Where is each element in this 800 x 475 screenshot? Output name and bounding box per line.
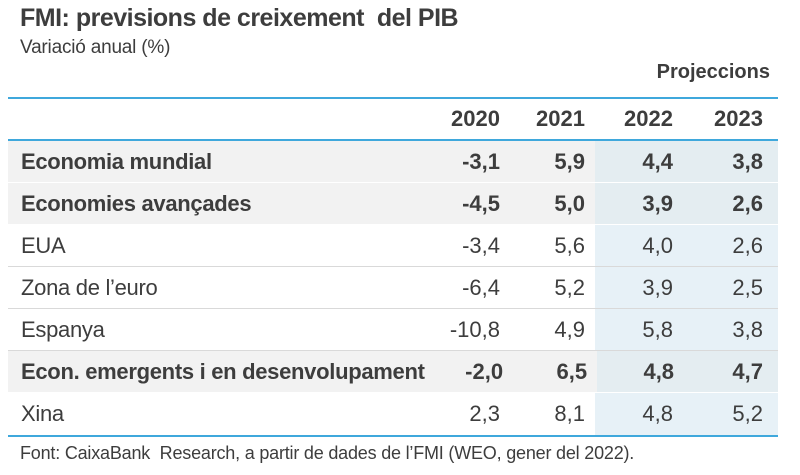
row-label: Xina <box>21 401 64 426</box>
value-2021: 5,9 <box>554 148 585 174</box>
table-row: EUA -3,4 5,6 4,0 2,6 <box>8 225 778 267</box>
table-row: Zona de l’euro -6,4 5,2 3,9 2,5 <box>8 267 778 309</box>
value-2022: 4,8 <box>595 393 685 435</box>
value-2021: 6,5 <box>556 358 588 384</box>
source-note: Font: CaixaBank Research, a partir de da… <box>20 443 635 463</box>
value-2022: 3,9 <box>595 183 685 224</box>
value-2022: 4,8 <box>597 351 687 392</box>
header-spacer <box>8 99 415 139</box>
projections-label: Projeccions <box>656 61 770 83</box>
value-2023: 4,7 <box>686 351 778 392</box>
table-row: Econ. emergents i en desenvolupament -2,… <box>8 351 778 393</box>
value-2022: 3,9 <box>595 267 685 308</box>
row-label: Econ. emergents i en desenvolupament <box>21 358 425 384</box>
value-2020: -6,4 <box>462 274 500 300</box>
value-2023: 2,6 <box>685 183 778 224</box>
value-2020: -10,8 <box>449 316 500 342</box>
value-2020: -3,4 <box>462 232 500 258</box>
figure-title: FMI: previsions de creixement del PIB <box>20 4 459 32</box>
value-2022: 4,0 <box>595 225 685 266</box>
value-2023: 2,5 <box>685 267 778 308</box>
value-2021: 4,9 <box>554 316 585 342</box>
forecast-table: 2020 2021 2022 2023 Economia mundial -3,… <box>8 97 778 437</box>
table-row: Xina 2,3 8,1 4,8 5,2 <box>8 393 778 435</box>
value-2020: -3,1 <box>462 148 500 174</box>
column-header-2020: 2020 <box>451 106 500 131</box>
row-label: EUA <box>21 232 66 258</box>
value-2020: 2,3 <box>469 401 500 426</box>
value-2021: 5,6 <box>554 232 585 258</box>
value-2023: 3,8 <box>685 141 778 182</box>
table-row: Espanya -10,8 4,9 5,8 3,8 <box>8 309 778 351</box>
value-2020: -2,0 <box>465 358 504 384</box>
value-2021: 5,2 <box>554 274 585 300</box>
row-label: Espanya <box>21 316 105 342</box>
table-row: Economia mundial -3,1 5,9 4,4 3,8 <box>8 141 778 183</box>
table-header-row: 2020 2021 2022 2023 <box>8 99 778 141</box>
table-body: Economia mundial -3,1 5,9 4,4 3,8 Econom… <box>8 141 778 435</box>
value-2023: 5,2 <box>685 393 778 435</box>
value-2022: 4,4 <box>595 141 685 182</box>
figure-subtitle: Variació anual (%) <box>20 37 171 58</box>
value-2023: 3,8 <box>685 309 778 350</box>
row-label: Zona de l’euro <box>21 274 158 300</box>
value-2021: 8,1 <box>554 401 585 426</box>
value-2022: 5,8 <box>595 309 685 350</box>
row-label: Economia mundial <box>21 148 212 174</box>
column-header-2021: 2021 <box>536 106 585 131</box>
row-label: Economies avançades <box>21 190 252 216</box>
value-2020: -4,5 <box>462 190 500 216</box>
value-2023: 2,6 <box>685 225 778 266</box>
column-header-2022: 2022 <box>624 106 673 131</box>
value-2021: 5,0 <box>554 190 585 216</box>
table-row: Economies avançades -4,5 5,0 3,9 2,6 <box>8 183 778 225</box>
column-header-2023: 2023 <box>714 106 763 131</box>
